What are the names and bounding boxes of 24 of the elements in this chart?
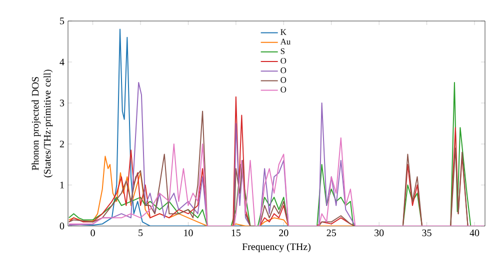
- y-tick-label: 5: [60, 18, 64, 24]
- x-tick-label: 40: [470, 230, 480, 236]
- legend-label: O: [280, 68, 286, 74]
- legend-label: O: [280, 86, 286, 92]
- y-tick-label: 1: [60, 182, 64, 188]
- legend-label: O: [280, 58, 286, 64]
- legend-label: Au: [280, 38, 291, 44]
- x-tick-label: 10: [184, 230, 193, 236]
- x-tick-label: 20: [279, 230, 288, 236]
- x-axis-title: Frequency (THz): [242, 243, 310, 252]
- legend-label: S: [280, 48, 285, 54]
- x-tick-label: 30: [374, 230, 384, 236]
- legend-label: K: [280, 29, 286, 35]
- y-tick-label: 3: [60, 100, 64, 106]
- x-tick-label: 15: [232, 230, 241, 236]
- x-tick-label: 5: [138, 230, 143, 236]
- y-tick-label: 0: [60, 222, 64, 230]
- legend-label: O: [280, 77, 286, 83]
- y-axis-title: Phonon projected DOS (States/THz·primitive cell): [32, 70, 53, 178]
- y-tick-label: 4: [60, 58, 64, 66]
- x-tick-label: 35: [422, 230, 432, 236]
- x-tick-label: 0: [90, 230, 95, 236]
- y-tick-label: 2: [60, 140, 64, 148]
- x-tick-label: 25: [326, 230, 336, 236]
